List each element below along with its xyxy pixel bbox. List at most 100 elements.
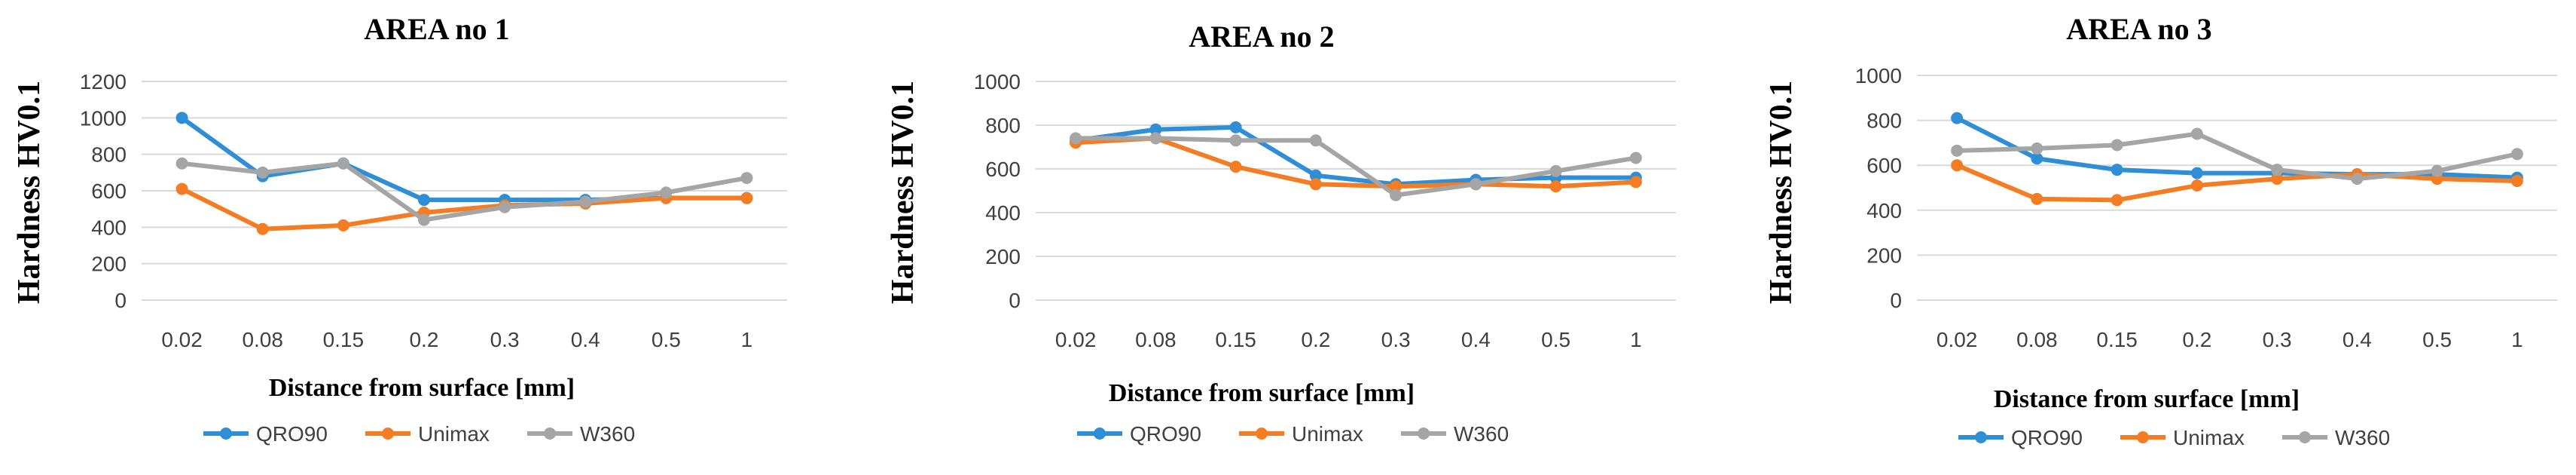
data-point-w360	[417, 213, 430, 226]
legend-label: W360	[2335, 426, 2390, 449]
x-tick-label: 0.02	[1055, 328, 1097, 351]
x-tick-label: 0.2	[409, 328, 438, 351]
y-tick-label: 400	[985, 201, 1021, 225]
data-point-w360	[1309, 134, 1322, 147]
y-tick-label: 600	[985, 158, 1021, 181]
data-point-qro90	[1951, 112, 1964, 124]
data-point-w360	[337, 157, 349, 170]
x-tick-label: 0.3	[1381, 328, 1411, 351]
data-point-w360	[1629, 152, 1642, 164]
x-tick-label: 0.08	[1135, 328, 1177, 351]
data-point-unimax	[1229, 161, 1242, 173]
series-line-unimax	[1955, 163, 2520, 203]
legend-marker-unimax	[382, 428, 394, 440]
data-point-qro90	[1149, 123, 1162, 136]
data-point-w360	[2031, 142, 2043, 155]
chart-title: AREA no 2	[1189, 20, 1334, 54]
data-point-qro90	[2031, 152, 2043, 165]
x-tick-label: 0.02	[1937, 328, 1978, 351]
data-point-w360	[1549, 164, 1562, 177]
data-point-unimax	[1629, 176, 1642, 188]
x-tick-label: 0.3	[490, 328, 520, 351]
data-point-unimax	[256, 222, 269, 235]
x-tick-label: 1	[1630, 328, 1642, 351]
legend-label: QRO90	[1130, 422, 1201, 446]
data-point-unimax	[1951, 159, 1964, 172]
x-tick-label: 0.15	[1215, 328, 1256, 351]
x-axis-title: Distance from surface [mm]	[269, 374, 575, 402]
data-point-qro90	[1229, 121, 1242, 133]
y-tick-label: 400	[1866, 199, 1902, 222]
x-tick-label: 0.2	[1301, 328, 1330, 351]
data-point-unimax	[2190, 179, 2203, 192]
y-axis-title: Hardness HV0.1	[12, 81, 47, 304]
data-point-w360	[175, 157, 188, 170]
series-line-unimax	[179, 186, 749, 231]
y-tick-label: 200	[1866, 244, 1902, 267]
data-point-w360	[256, 166, 269, 179]
y-tick-label: 800	[91, 143, 127, 167]
y-tick-label: 600	[91, 179, 127, 203]
data-point-w360	[1149, 132, 1162, 145]
legend-marker-unimax	[2137, 431, 2149, 443]
data-point-unimax	[1309, 178, 1322, 191]
data-point-unimax	[1390, 180, 1402, 193]
data-point-w360	[740, 172, 753, 185]
x-tick-label: 0.02	[161, 328, 203, 351]
x-tick-label: 0.4	[2343, 328, 2372, 351]
legend-marker-w360	[2299, 431, 2311, 443]
y-tick-label: 200	[985, 245, 1021, 268]
data-point-w360	[660, 186, 673, 199]
y-tick-label: 800	[1866, 109, 1902, 133]
legend-marker-qro90	[1094, 428, 1106, 440]
x-tick-label: 0.2	[2182, 328, 2211, 351]
data-point-unimax	[2031, 192, 2043, 205]
chart-title: AREA no 3	[2066, 12, 2211, 46]
legend-marker-w360	[544, 428, 556, 440]
series-line-w360	[179, 161, 749, 222]
y-axis-title: Hardness HV0.1	[886, 81, 920, 304]
data-point-w360	[2271, 164, 2284, 176]
chart-title: AREA no 1	[364, 12, 509, 46]
data-point-w360	[1390, 188, 1402, 201]
x-axis-title: Distance from surface [mm]	[1994, 385, 2300, 413]
data-point-unimax	[2271, 173, 2284, 185]
data-point-qro90	[2111, 164, 2123, 176]
y-tick-label: 1000	[1855, 64, 1902, 87]
data-point-w360	[2111, 139, 2123, 152]
legend-label: W360	[1454, 422, 1509, 446]
data-point-unimax	[337, 219, 349, 231]
data-point-w360	[499, 201, 511, 213]
legend-label: QRO90	[2011, 426, 2083, 449]
data-point-qro90	[1309, 169, 1322, 182]
data-point-w360	[2510, 148, 2523, 161]
y-tick-label: 1000	[80, 106, 127, 130]
y-tick-label: 1200	[80, 70, 127, 93]
y-tick-label: 0	[1009, 289, 1021, 312]
y-tick-label: 200	[91, 253, 127, 276]
x-axis-title: Distance from surface [mm]	[1109, 379, 1415, 407]
y-axis-title: Hardness HV0.1	[1764, 81, 1799, 304]
y-tick-label: 800	[985, 114, 1021, 137]
legend-label: QRO90	[256, 422, 328, 446]
series-line-qro90	[179, 115, 749, 203]
data-point-w360	[2431, 164, 2443, 177]
legend-label: Unimax	[2173, 426, 2245, 449]
chart-panel-3: AREA no 3 0 200 400 600 800 1000 0.02 0.08 0.15 0.…	[1764, 12, 2557, 449]
data-point-w360	[579, 195, 592, 208]
legend-marker-qro90	[1975, 431, 1987, 443]
data-point-w360	[1470, 178, 1482, 191]
series-line-qro90	[1073, 124, 1638, 187]
x-tick-label: 1	[741, 328, 753, 351]
x-tick-label: 0.5	[2422, 328, 2452, 351]
x-tick-label: 0.15	[323, 328, 365, 351]
legend-marker-qro90	[220, 428, 232, 440]
data-point-w360	[1229, 134, 1242, 147]
x-tick-label: 0.3	[2263, 328, 2292, 351]
y-tick-label: 0	[1890, 289, 1902, 312]
x-tick-label: 0.5	[652, 328, 681, 351]
x-tick-label: 0.5	[1541, 328, 1570, 351]
legend-marker-w360	[1418, 428, 1430, 440]
data-point-w360	[2351, 173, 2364, 185]
